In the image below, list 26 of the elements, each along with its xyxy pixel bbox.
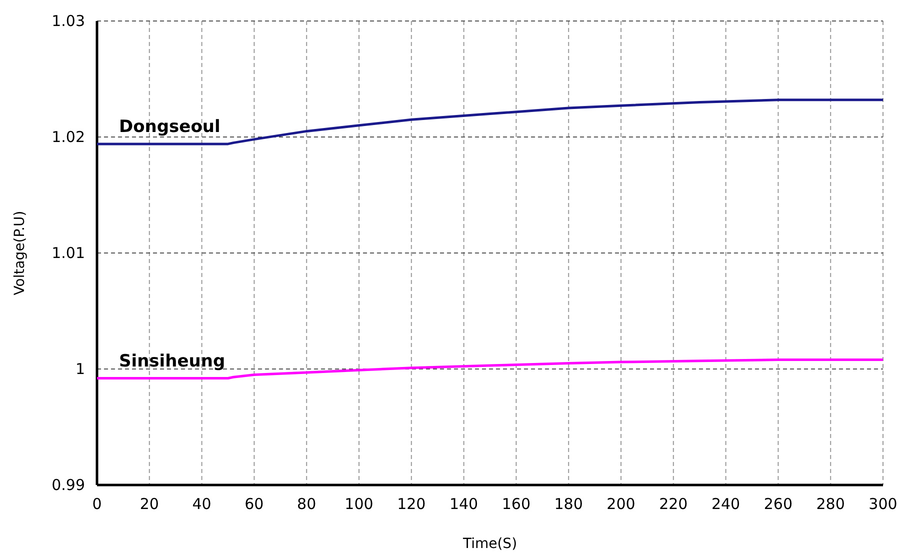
x-tick-label: 100 xyxy=(344,495,374,513)
x-tick-label: 300 xyxy=(868,495,898,513)
y-tick-label: 1.02 xyxy=(52,128,85,146)
series-label: Dongseoul xyxy=(119,116,220,137)
y-tick-label: 1 xyxy=(75,360,85,378)
y-tick-label: 0.99 xyxy=(52,476,85,494)
series-label: Sinsiheung xyxy=(119,351,226,372)
x-tick-label: 280 xyxy=(816,495,845,513)
x-tick-label: 180 xyxy=(554,495,583,513)
x-tick-label: 200 xyxy=(606,495,636,513)
line-series xyxy=(96,98,884,146)
x-axis-title: Time(S) xyxy=(462,536,518,552)
x-tick-label: 160 xyxy=(502,495,531,513)
x-tick-label: 0 xyxy=(92,495,102,513)
x-tick-label: 80 xyxy=(297,495,316,513)
x-tick-label: 40 xyxy=(192,495,212,513)
x-tick-label: 60 xyxy=(244,495,264,513)
x-tick-label: 260 xyxy=(764,495,793,513)
x-tick-label: 240 xyxy=(711,495,740,513)
x-tick-label: 140 xyxy=(449,495,478,513)
y-axis-title: Voltage(P.U) xyxy=(12,210,28,296)
x-tick-label: 120 xyxy=(397,495,426,513)
y-tick-label: 1.03 xyxy=(52,12,85,30)
x-tick-label: 20 xyxy=(140,495,159,513)
y-tick-label: 1.01 xyxy=(52,244,85,262)
x-tick-label: 220 xyxy=(659,495,688,513)
